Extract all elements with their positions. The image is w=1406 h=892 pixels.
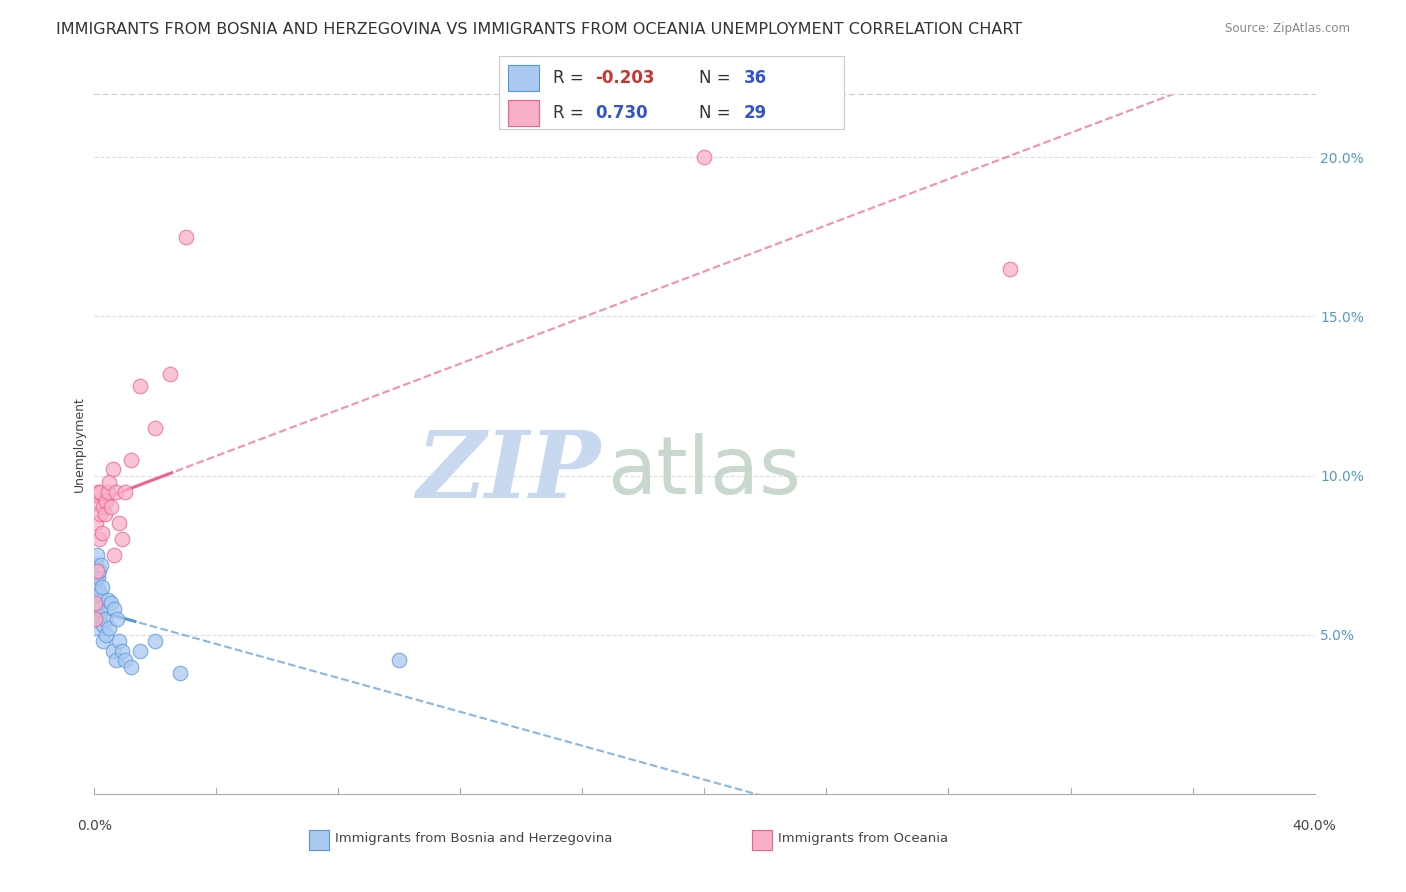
- Point: [86, 548, 108, 562]
- Text: 0.730: 0.730: [596, 104, 648, 122]
- Point: [84, 612, 107, 626]
- Text: atlas: atlas: [607, 433, 800, 511]
- Text: R =: R =: [553, 70, 589, 87]
- Text: 40.0%: 40.0%: [1292, 819, 1337, 833]
- Point: [103, 548, 125, 562]
- Point: [101, 462, 124, 476]
- Point: [84, 596, 107, 610]
- Point: [174, 230, 197, 244]
- Point: [388, 653, 411, 667]
- Point: [93, 500, 115, 515]
- Point: [98, 475, 121, 489]
- Text: ZIP: ZIP: [416, 426, 600, 516]
- Point: [96, 494, 118, 508]
- Text: 29: 29: [744, 104, 766, 122]
- Point: [89, 586, 111, 600]
- Point: [87, 596, 110, 610]
- Point: [87, 564, 110, 578]
- Point: [107, 516, 129, 531]
- Point: [89, 602, 111, 616]
- Point: [87, 533, 110, 547]
- Text: -0.203: -0.203: [596, 70, 655, 87]
- Point: [91, 634, 114, 648]
- Point: [111, 643, 134, 657]
- Text: 0.0%: 0.0%: [77, 819, 111, 833]
- Point: [103, 602, 125, 616]
- Point: [104, 653, 127, 667]
- Point: [120, 452, 142, 467]
- Text: IMMIGRANTS FROM BOSNIA AND HERZEGOVINA VS IMMIGRANTS FROM OCEANIA UNEMPLOYMENT C: IMMIGRANTS FROM BOSNIA AND HERZEGOVINA V…: [56, 22, 1022, 37]
- Point: [120, 659, 142, 673]
- Point: [94, 507, 117, 521]
- Point: [86, 558, 108, 572]
- Point: [107, 634, 129, 648]
- Point: [97, 592, 120, 607]
- Y-axis label: Unemployment: Unemployment: [73, 396, 86, 491]
- Point: [84, 590, 107, 604]
- Point: [90, 525, 112, 540]
- Point: [104, 484, 127, 499]
- Point: [693, 150, 716, 164]
- FancyBboxPatch shape: [508, 100, 538, 127]
- Point: [94, 612, 117, 626]
- Point: [998, 261, 1021, 276]
- Point: [86, 580, 108, 594]
- Point: [129, 643, 152, 657]
- Point: [87, 484, 110, 499]
- Point: [98, 621, 121, 635]
- Point: [114, 484, 136, 499]
- Point: [86, 599, 108, 613]
- Point: [100, 500, 122, 515]
- Text: N =: N =: [699, 104, 735, 122]
- Point: [114, 653, 136, 667]
- FancyBboxPatch shape: [508, 65, 538, 91]
- Point: [84, 570, 107, 584]
- Point: [105, 612, 128, 626]
- Point: [89, 484, 111, 499]
- Text: Immigrants from Bosnia and Herzegovina: Immigrants from Bosnia and Herzegovina: [335, 832, 612, 845]
- Point: [111, 533, 134, 547]
- Point: [87, 608, 110, 623]
- Point: [87, 570, 110, 584]
- Text: R =: R =: [553, 104, 589, 122]
- Point: [84, 602, 107, 616]
- Point: [101, 643, 124, 657]
- Point: [86, 564, 108, 578]
- Point: [143, 421, 166, 435]
- Point: [90, 580, 112, 594]
- Point: [169, 665, 191, 680]
- Point: [84, 516, 107, 531]
- Point: [83, 612, 105, 626]
- Point: [93, 618, 115, 632]
- Text: Immigrants from Oceania: Immigrants from Oceania: [778, 832, 948, 845]
- Text: Source: ZipAtlas.com: Source: ZipAtlas.com: [1225, 22, 1350, 36]
- Point: [159, 367, 181, 381]
- Point: [96, 628, 118, 642]
- Point: [86, 494, 108, 508]
- Text: 36: 36: [744, 70, 766, 87]
- Point: [89, 507, 111, 521]
- Text: N =: N =: [699, 70, 735, 87]
- Point: [100, 596, 122, 610]
- Point: [97, 484, 120, 499]
- Point: [143, 634, 166, 648]
- Point: [90, 558, 112, 572]
- Point: [129, 379, 152, 393]
- Point: [83, 621, 105, 635]
